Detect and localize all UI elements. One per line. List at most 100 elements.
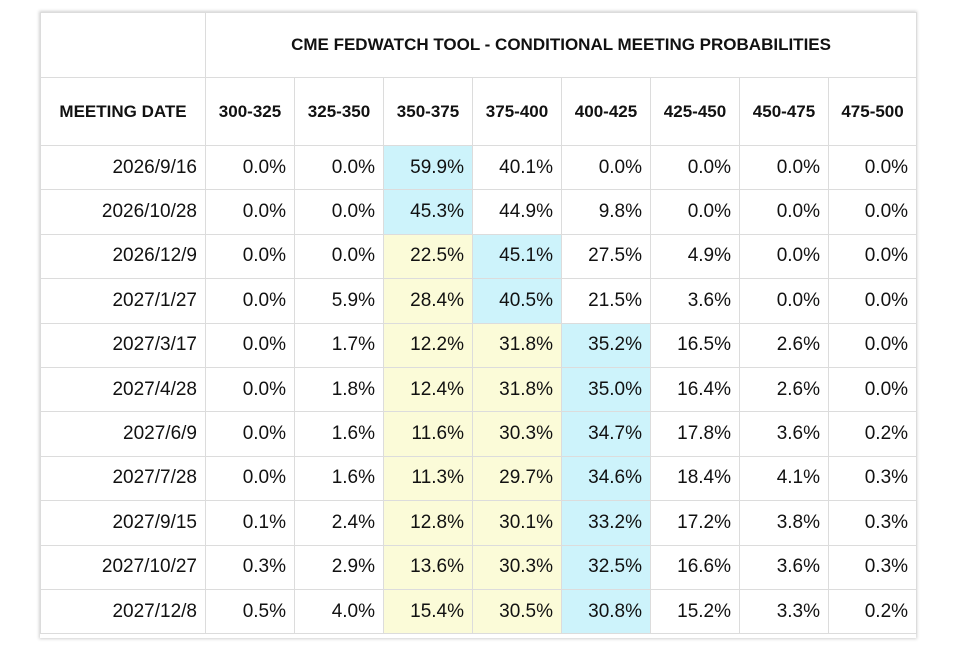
probability-cell: 59.9% [383, 144, 473, 191]
probability-cell: 40.5% [472, 278, 562, 324]
probability-cell: 2.6% [739, 366, 829, 413]
column-header-325-350: 325-350 [294, 77, 384, 146]
probability-cell: 12.4% [383, 366, 473, 413]
probability-cell: 30.3% [472, 544, 562, 590]
probability-cell: 18.4% [650, 455, 740, 502]
probability-cell: 0.0% [561, 144, 651, 191]
meeting-date-cell: 2027/6/9 [40, 411, 206, 457]
table-row: 2026/12/9 0.0% 0.0% 22.5% 45.1% 27.5% 4.9% 0.0%… [40, 233, 918, 280]
probability-cell: 1.7% [294, 322, 384, 368]
probability-cell: 5.9% [294, 278, 384, 324]
table-row: 2026/9/16 0.0% 0.0% 59.9% 40.1% 0.0% 0.0% 0.0% 0… [40, 144, 918, 191]
probability-cell: 17.2% [650, 500, 740, 546]
table-title: CME FEDWATCH TOOL - CONDITIONAL MEETING … [204, 12, 918, 78]
probability-cell: 33.2% [561, 500, 651, 546]
probability-cell: 0.5% [205, 588, 295, 635]
probability-table-frame: CME FEDWATCH TOOL - CONDITIONAL MEETING … [40, 12, 918, 638]
probability-cell: 0.0% [827, 278, 918, 324]
probability-cell: 2.4% [294, 500, 384, 546]
probability-cell: 16.5% [650, 322, 740, 368]
probability-cell: 40.1% [472, 144, 562, 191]
probability-cell: 45.1% [472, 233, 562, 280]
probability-cell: 1.6% [294, 455, 384, 502]
probability-cell: 9.8% [561, 189, 651, 235]
probability-cell: 1.8% [294, 366, 384, 413]
column-header-row: MEETING DATE 300-325 325-350 350-375 375-40… [40, 77, 918, 146]
column-header-425-450: 425-450 [650, 77, 740, 146]
probability-cell: 3.8% [739, 500, 829, 546]
probability-cell: 17.8% [650, 411, 740, 457]
probability-cell: 31.8% [472, 322, 562, 368]
probability-cell: 0.0% [205, 411, 295, 457]
table-row: 2027/9/15 0.1% 2.4% 12.8% 30.1% 33.2% 17.2% 3.8… [40, 500, 918, 546]
meeting-date-cell: 2026/9/16 [40, 144, 206, 191]
meeting-date-cell: 2026/10/28 [40, 189, 206, 235]
probability-cell: 32.5% [561, 544, 651, 590]
probability-cell: 0.0% [650, 189, 740, 235]
probability-cell: 35.0% [561, 366, 651, 413]
probability-cell: 30.1% [472, 500, 562, 546]
probability-cell: 30.5% [472, 588, 562, 635]
probability-cell: 16.6% [650, 544, 740, 590]
probability-cell: 35.2% [561, 322, 651, 368]
probability-table: CME FEDWATCH TOOL - CONDITIONAL MEETING … [40, 12, 918, 635]
table-row: 2027/3/17 0.0% 1.7% 12.2% 31.8% 35.2% 16.5% 2.6… [40, 322, 918, 368]
probability-cell: 45.3% [383, 189, 473, 235]
probability-cell: 15.2% [650, 588, 740, 635]
meeting-date-cell: 2027/3/17 [40, 322, 206, 368]
probability-cell: 13.6% [383, 544, 473, 590]
probability-cell: 15.4% [383, 588, 473, 635]
table-row: 2027/6/9 0.0% 1.6% 11.6% 30.3% 34.7% 17.8% 3.6%… [40, 411, 918, 457]
meeting-date-cell: 2027/9/15 [40, 500, 206, 546]
probability-cell: 34.6% [561, 455, 651, 502]
table-row: 2027/12/8 0.5% 4.0% 15.4% 30.5% 30.8% 15.2% 3.3… [40, 588, 918, 635]
probability-cell: 11.6% [383, 411, 473, 457]
probability-cell: 3.6% [739, 544, 829, 590]
probability-cell: 0.0% [294, 233, 384, 280]
probability-cell: 29.7% [472, 455, 562, 502]
column-header-350-375: 350-375 [383, 77, 473, 146]
column-header-475-500: 475-500 [827, 77, 918, 146]
probability-cell: 12.2% [383, 322, 473, 368]
probability-cell: 0.0% [294, 189, 384, 235]
probability-cell: 0.0% [650, 144, 740, 191]
probability-cell: 0.0% [739, 233, 829, 280]
table-body: 2026/9/16 0.0% 0.0% 59.9% 40.1% 0.0% 0.0% 0.0% 0… [40, 144, 918, 635]
probability-cell: 3.6% [650, 278, 740, 324]
probability-cell: 0.0% [294, 144, 384, 191]
probability-cell: 21.5% [561, 278, 651, 324]
probability-cell: 0.2% [827, 411, 918, 457]
column-header-300-325: 300-325 [205, 77, 295, 146]
probability-cell: 2.6% [739, 322, 829, 368]
probability-cell: 0.3% [205, 544, 295, 590]
probability-cell: 0.1% [205, 500, 295, 546]
probability-cell: 31.8% [472, 366, 562, 413]
column-header-375-400: 375-400 [472, 77, 562, 146]
table-row: 2026/10/28 0.0% 0.0% 45.3% 44.9% 9.8% 0.0% 0.0%… [40, 189, 918, 235]
probability-cell: 12.8% [383, 500, 473, 546]
probability-cell: 0.0% [205, 278, 295, 324]
meeting-date-cell: 2027/7/28 [40, 455, 206, 502]
probability-cell: 0.0% [739, 189, 829, 235]
probability-cell: 4.0% [294, 588, 384, 635]
probability-cell: 27.5% [561, 233, 651, 280]
probability-cell: 4.9% [650, 233, 740, 280]
probability-cell: 0.0% [205, 322, 295, 368]
probability-cell: 0.0% [205, 233, 295, 280]
probability-cell: 0.0% [205, 366, 295, 413]
probability-cell: 2.9% [294, 544, 384, 590]
meeting-date-header: MEETING DATE [40, 77, 206, 146]
probability-cell: 3.3% [739, 588, 829, 635]
probability-cell: 44.9% [472, 189, 562, 235]
probability-cell: 4.1% [739, 455, 829, 502]
column-header-450-475: 450-475 [739, 77, 829, 146]
probability-cell: 22.5% [383, 233, 473, 280]
table-row: 2027/7/28 0.0% 1.6% 11.3% 29.7% 34.6% 18.4% 4.1… [40, 455, 918, 502]
probability-cell: 0.0% [739, 278, 829, 324]
probability-cell: 0.0% [205, 144, 295, 191]
probability-cell: 0.3% [827, 500, 918, 546]
table-row: 2027/10/27 0.3% 2.9% 13.6% 30.3% 32.5% 16.6% 3.… [40, 544, 918, 590]
probability-cell: 0.0% [739, 144, 829, 191]
probability-cell: 3.6% [739, 411, 829, 457]
probability-cell: 0.0% [827, 322, 918, 368]
